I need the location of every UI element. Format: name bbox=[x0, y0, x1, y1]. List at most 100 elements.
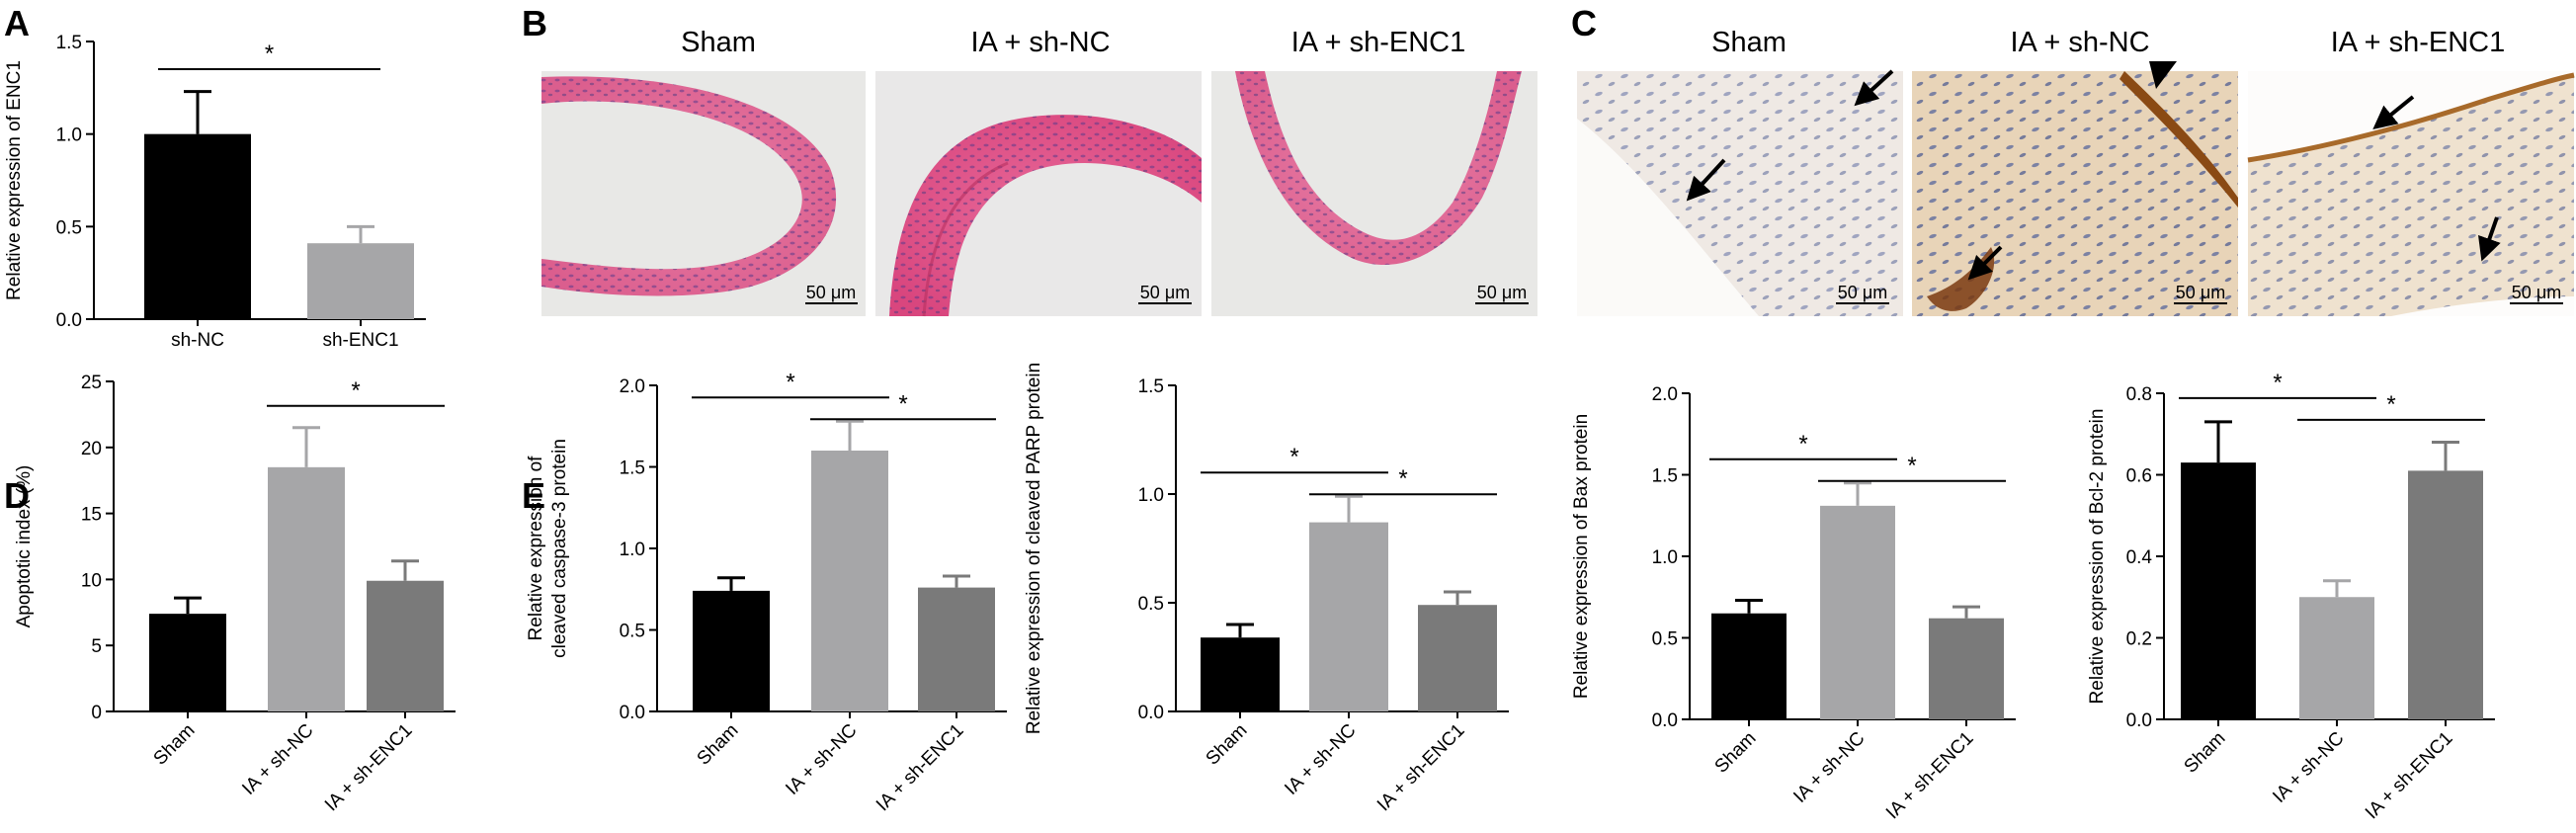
category-label: sh-NC bbox=[171, 330, 224, 351]
bar bbox=[367, 580, 444, 711]
y-axis-label: Apoptotic index (%) bbox=[14, 465, 35, 628]
significance-star: * bbox=[2273, 370, 2282, 396]
significance-star: * bbox=[786, 369, 794, 395]
bar bbox=[2408, 470, 2483, 719]
y-tick-label: 1.5 bbox=[56, 33, 82, 53]
category-label: IA + sh-NC bbox=[1281, 720, 1360, 799]
ihc-image-ia-sh-enc1: 50 μm bbox=[2247, 71, 2575, 316]
y-tick-label: 0.8 bbox=[2126, 384, 2152, 405]
y-tick-label: 1.5 bbox=[1138, 376, 1164, 397]
bar bbox=[1309, 522, 1388, 711]
y-tick-label: 0.2 bbox=[2126, 629, 2152, 650]
category-label: IA + sh-ENC1 bbox=[1882, 728, 1978, 824]
bar bbox=[2181, 462, 2256, 719]
ihc-title-sham: Sham bbox=[1711, 27, 1787, 58]
y-tick-label: 0 bbox=[91, 703, 102, 723]
ihc-scale-ia-sh-nc: 50 μm bbox=[2176, 283, 2225, 302]
he-image-sham: 50 μm bbox=[541, 71, 866, 316]
y-tick-label: 1.0 bbox=[620, 540, 645, 560]
category-label: Sham bbox=[1711, 728, 1761, 778]
y-tick-label: 1.5 bbox=[1652, 466, 1678, 487]
significance-star: * bbox=[1289, 444, 1298, 470]
y-tick-label: 0.5 bbox=[620, 622, 645, 642]
panel-label-d: D bbox=[4, 475, 30, 516]
chart-cleaved-caspase-3: 0.0 0.5 1.0 1.5 2.0 Relative expression of cle… bbox=[526, 369, 1007, 815]
he-scale-ia-sh-nc: 50 μm bbox=[1140, 283, 1190, 302]
bar bbox=[693, 590, 770, 711]
category-label: sh-ENC1 bbox=[322, 330, 398, 351]
y-axis-label: Relative expression of Bcl-2 protein bbox=[2087, 409, 2108, 705]
category-label: Sham bbox=[150, 720, 200, 770]
y-tick-label: 0.5 bbox=[1138, 594, 1164, 615]
bar bbox=[918, 587, 995, 711]
ihc-scale-sham: 50 μm bbox=[1838, 283, 1887, 302]
category-label: IA + sh-ENC1 bbox=[873, 720, 968, 816]
y-tick-label: 15 bbox=[81, 505, 102, 526]
y-tick-label: 2.0 bbox=[620, 376, 645, 397]
ihc-image-ia-sh-nc: 50 μm bbox=[1912, 61, 2238, 316]
category-label: IA + sh-ENC1 bbox=[2362, 728, 2457, 824]
panel-label-a: A bbox=[4, 3, 30, 43]
significance-star: * bbox=[2386, 391, 2395, 418]
bar bbox=[149, 614, 226, 711]
y-tick-label: 25 bbox=[81, 373, 102, 393]
y-tick-label: 0.4 bbox=[2126, 547, 2153, 568]
bar bbox=[268, 466, 345, 711]
category-label: Sham bbox=[694, 720, 743, 770]
ihc-scale-ia-sh-enc1: 50 μm bbox=[2512, 283, 2561, 302]
significance-star: * bbox=[1398, 465, 1407, 492]
category-label: IA + sh-NC bbox=[1789, 728, 1869, 807]
y-tick-label: 2.0 bbox=[1652, 384, 1678, 405]
chart-bax: 0.0 0.5 1.0 1.5 2.0 Relative expression of Ba… bbox=[1571, 384, 2016, 823]
y-axis-label: Relative expression of ENC1 bbox=[4, 60, 25, 300]
bar bbox=[1418, 605, 1497, 711]
panel-label-b: B bbox=[522, 3, 547, 43]
ihc-title-ia-sh-nc: IA + sh-NC bbox=[2010, 27, 2149, 58]
ihc-image-sham: 50 μm bbox=[1577, 69, 1903, 316]
significance-star: * bbox=[898, 390, 907, 417]
bar bbox=[1201, 637, 1280, 711]
y-tick-label: 5 bbox=[91, 636, 102, 657]
y-tick-label: 0.0 bbox=[1138, 703, 1164, 723]
ihc-title-ia-sh-enc1: IA + sh-ENC1 bbox=[2331, 27, 2506, 58]
bar bbox=[144, 133, 251, 319]
he-title-sham: Sham bbox=[681, 27, 756, 58]
he-image-ia-sh-nc: 50 μm bbox=[875, 71, 1202, 317]
chart-apoptotic-index: 0 5 10 15 20 25 Apoptotic index (%) Sham IA + sh… bbox=[14, 373, 456, 815]
bar bbox=[1711, 613, 1787, 719]
y-tick-label: 0.5 bbox=[1652, 629, 1678, 650]
ihc-micrographs: Sham IA + sh-NC IA + sh-ENC1 50 μm 50 μm bbox=[1577, 27, 2575, 316]
y-tick-label: 0.0 bbox=[2126, 710, 2152, 731]
chart-cleaved-parp: 0.0 0.5 1.0 1.5 Relative expression of cleav… bbox=[1024, 363, 1509, 815]
he-image-ia-sh-enc1: 50 μm bbox=[1211, 71, 1537, 316]
y-tick-label: 1.0 bbox=[1138, 485, 1164, 506]
y-axis-label: Relative expression of cleaved PARP prot… bbox=[1024, 363, 1044, 734]
category-label: Sham bbox=[1203, 720, 1252, 770]
bar bbox=[307, 243, 414, 319]
bar bbox=[811, 451, 888, 711]
y-tick-label: 0.0 bbox=[56, 310, 82, 331]
y-tick-label: 0.0 bbox=[620, 703, 645, 723]
category-label: IA + sh-ENC1 bbox=[321, 720, 417, 816]
y-tick-label: 1.5 bbox=[620, 458, 645, 479]
significance-star: * bbox=[1798, 431, 1807, 458]
panel-label-c: C bbox=[1571, 3, 1597, 43]
he-title-ia-sh-enc1: IA + sh-ENC1 bbox=[1291, 27, 1466, 58]
bar bbox=[1929, 618, 2004, 719]
he-scale-ia-sh-enc1: 50 μm bbox=[1477, 283, 1527, 302]
y-tick-label: 0.5 bbox=[56, 217, 82, 238]
category-label: IA + sh-ENC1 bbox=[1373, 720, 1469, 816]
he-micrographs: Sham IA + sh-NC IA + sh-ENC1 50 μm 50 μm… bbox=[541, 27, 1537, 317]
significance-star: * bbox=[351, 377, 360, 404]
y-axis-label: Relative expression of bbox=[526, 456, 546, 641]
y-tick-label: 20 bbox=[81, 439, 102, 459]
chart-enc1-expression: 0.0 0.5 1.0 1.5 Relative expression of ENC1 s… bbox=[4, 33, 426, 351]
category-label: IA + sh-NC bbox=[2269, 728, 2348, 807]
bar bbox=[2299, 597, 2374, 719]
chart-bcl-2: 0.0 0.2 0.4 0.6 0.8 Relative expression of Bc… bbox=[2087, 370, 2495, 823]
y-axis-label: Relative expression of Bax protein bbox=[1571, 414, 1592, 699]
bar bbox=[1820, 505, 1895, 719]
panel-label-e: E bbox=[522, 475, 545, 516]
he-scale-sham: 50 μm bbox=[806, 283, 856, 302]
